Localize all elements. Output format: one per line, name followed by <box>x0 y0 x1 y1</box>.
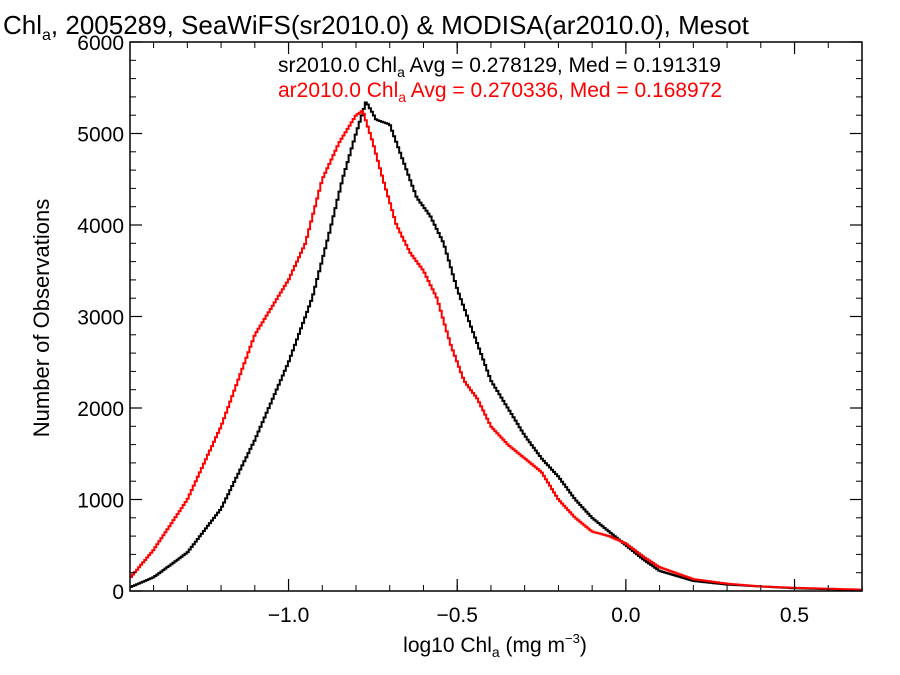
ticks-layer: −1.0 −0.5 0.0 0.5 0 1000 2000 3000 4000 5000 6000 <box>77 32 863 627</box>
x-axis-label: log10 Chla (mg m−3) <box>403 631 587 660</box>
plot-frame <box>129 41 863 592</box>
y-axis-label: Number of Observations <box>29 199 54 437</box>
y-tick-label: 3000 <box>77 307 124 330</box>
chart-title: Chla, 2005289, SeaWiFS(sr2010.0) & MODIS… <box>3 10 750 44</box>
x-tick-label: −0.5 <box>436 604 477 627</box>
y-tick-label: 1000 <box>77 490 124 513</box>
y-tick-label: 2000 <box>77 398 124 421</box>
series-line-ar2010-0 <box>130 110 863 591</box>
y-tick-label: 6000 <box>77 32 124 55</box>
y-tick-label: 5000 <box>77 124 124 147</box>
x-tick-label: −1.0 <box>268 604 309 627</box>
series-layer <box>130 101 863 592</box>
legend-entry-ar2010: ar2010.0 Chla Avg = 0.270336, Med = 0.16… <box>278 79 722 105</box>
y-tick-label: 4000 <box>77 215 124 238</box>
x-tick-label: 0.5 <box>780 604 809 627</box>
y-tick-label: 0 <box>112 581 124 604</box>
x-tick-label: 0.0 <box>611 604 640 627</box>
legend-entry-sr2010: sr2010.0 Chla Avg = 0.278129, Med = 0.19… <box>278 54 721 80</box>
